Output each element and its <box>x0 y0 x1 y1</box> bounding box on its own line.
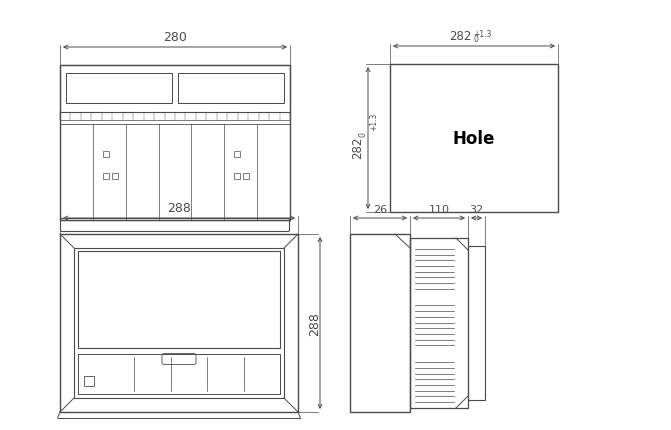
Bar <box>234 174 240 180</box>
Bar <box>60 66 290 221</box>
Bar <box>234 152 240 158</box>
Text: 288: 288 <box>167 202 191 215</box>
Bar <box>74 249 284 398</box>
Bar <box>78 252 280 348</box>
Text: +1.3: +1.3 <box>473 30 491 39</box>
Bar <box>103 174 109 180</box>
Text: 282: 282 <box>351 137 364 159</box>
Bar <box>178 74 284 104</box>
Text: 0: 0 <box>359 132 368 137</box>
Bar <box>468 246 485 400</box>
Bar <box>66 74 172 104</box>
Bar <box>78 354 280 394</box>
Text: 280: 280 <box>163 31 187 44</box>
Bar <box>60 112 290 120</box>
Bar <box>60 234 298 412</box>
Bar <box>243 174 249 180</box>
Text: 26: 26 <box>373 205 387 215</box>
Bar <box>84 376 94 386</box>
Bar <box>410 239 468 408</box>
Bar <box>350 234 410 412</box>
Text: 288: 288 <box>309 311 321 335</box>
Bar <box>390 65 558 212</box>
Bar <box>60 66 290 112</box>
Text: 0: 0 <box>473 35 478 44</box>
Text: 282: 282 <box>450 30 472 43</box>
Bar <box>111 174 117 180</box>
Text: Hole: Hole <box>453 130 495 147</box>
Text: +1.3: +1.3 <box>369 112 378 131</box>
Text: 110: 110 <box>429 205 450 215</box>
Bar <box>103 152 109 158</box>
Text: 32: 32 <box>470 205 484 215</box>
